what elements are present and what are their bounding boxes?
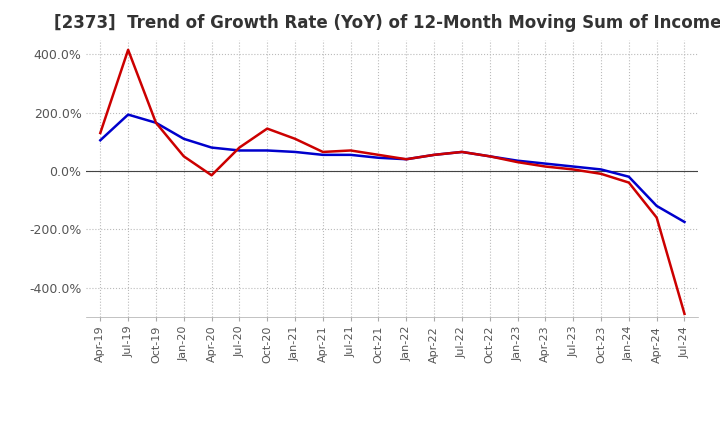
Net Income Growth Rate bbox=[624, 180, 633, 185]
Net Income Growth Rate bbox=[541, 164, 550, 169]
Net Income Growth Rate bbox=[680, 311, 689, 316]
Ordinary Income Growth Rate bbox=[652, 203, 661, 209]
Ordinary Income Growth Rate bbox=[346, 152, 355, 158]
Ordinary Income Growth Rate bbox=[597, 167, 606, 172]
Net Income Growth Rate bbox=[430, 152, 438, 158]
Net Income Growth Rate bbox=[263, 126, 271, 131]
Net Income Growth Rate bbox=[569, 167, 577, 172]
Net Income Growth Rate bbox=[597, 171, 606, 176]
Ordinary Income Growth Rate bbox=[96, 138, 104, 143]
Net Income Growth Rate bbox=[96, 130, 104, 136]
Net Income Growth Rate bbox=[652, 215, 661, 220]
Net Income Growth Rate bbox=[513, 160, 522, 165]
Net Income Growth Rate bbox=[291, 136, 300, 141]
Ordinary Income Growth Rate bbox=[430, 152, 438, 158]
Net Income Growth Rate bbox=[458, 149, 467, 154]
Net Income Growth Rate bbox=[318, 149, 327, 154]
Ordinary Income Growth Rate bbox=[263, 148, 271, 153]
Net Income Growth Rate bbox=[179, 154, 188, 159]
Ordinary Income Growth Rate bbox=[513, 158, 522, 163]
Ordinary Income Growth Rate bbox=[458, 149, 467, 154]
Net Income Growth Rate bbox=[485, 154, 494, 159]
Net Income Growth Rate bbox=[124, 47, 132, 52]
Net Income Growth Rate bbox=[374, 152, 383, 158]
Ordinary Income Growth Rate bbox=[318, 152, 327, 158]
Ordinary Income Growth Rate bbox=[541, 161, 550, 166]
Net Income Growth Rate bbox=[402, 157, 410, 162]
Ordinary Income Growth Rate bbox=[402, 157, 410, 162]
Ordinary Income Growth Rate bbox=[291, 149, 300, 154]
Ordinary Income Growth Rate bbox=[124, 112, 132, 117]
Ordinary Income Growth Rate bbox=[152, 120, 161, 125]
Net Income Growth Rate bbox=[235, 145, 243, 150]
Net Income Growth Rate bbox=[152, 120, 161, 125]
Ordinary Income Growth Rate bbox=[485, 154, 494, 159]
Line: Ordinary Income Growth Rate: Ordinary Income Growth Rate bbox=[100, 114, 685, 222]
Ordinary Income Growth Rate bbox=[207, 145, 216, 150]
Ordinary Income Growth Rate bbox=[235, 148, 243, 153]
Ordinary Income Growth Rate bbox=[179, 136, 188, 141]
Line: Net Income Growth Rate: Net Income Growth Rate bbox=[100, 50, 685, 314]
Ordinary Income Growth Rate bbox=[680, 219, 689, 224]
Net Income Growth Rate bbox=[346, 148, 355, 153]
Net Income Growth Rate bbox=[207, 172, 216, 178]
Ordinary Income Growth Rate bbox=[569, 164, 577, 169]
Title: [2373]  Trend of Growth Rate (YoY) of 12-Month Moving Sum of Incomes: [2373] Trend of Growth Rate (YoY) of 12-… bbox=[54, 15, 720, 33]
Ordinary Income Growth Rate bbox=[374, 155, 383, 161]
Ordinary Income Growth Rate bbox=[624, 174, 633, 180]
